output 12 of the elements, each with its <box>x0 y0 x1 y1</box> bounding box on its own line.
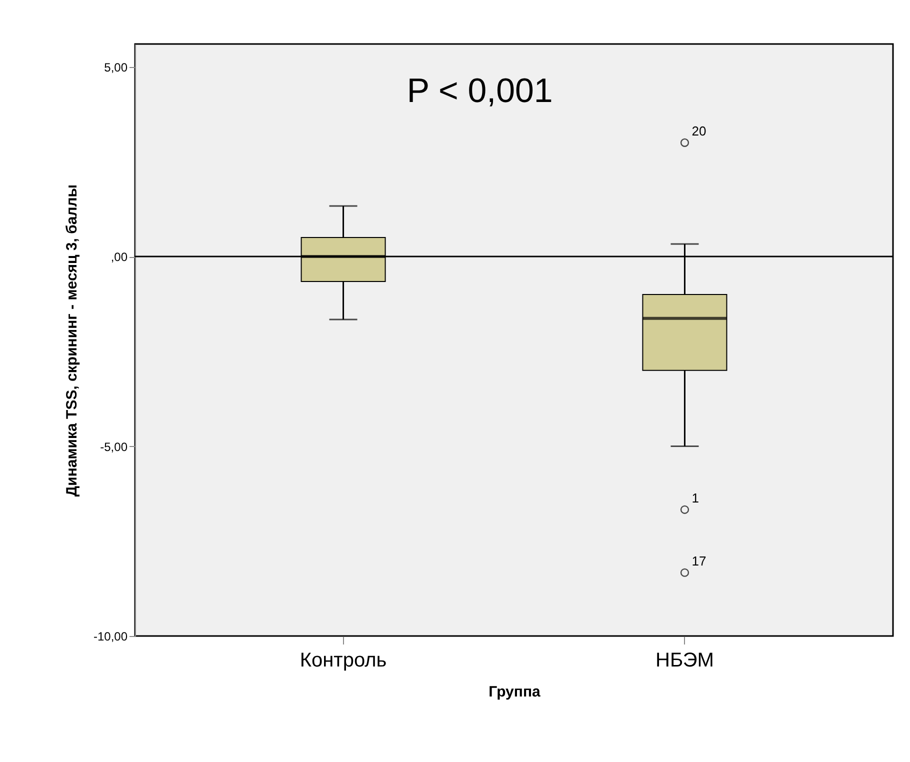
annotation: 1 <box>692 490 699 506</box>
x-axis-title: Группа <box>488 684 542 700</box>
y-axis-title: Динамика TSS, скрининг - месяц 3, баллы <box>63 184 80 497</box>
y-tick-label: 5,00 <box>104 60 128 74</box>
annotation: 17 <box>692 554 706 569</box>
y-tick-label: -10,00 <box>93 630 128 644</box>
y-tick-label: ,00 <box>110 250 128 264</box>
y-tick-label: -5,00 <box>100 440 128 454</box>
annotation: 20 <box>692 124 706 139</box>
x-tick-label: Контроль <box>300 650 387 672</box>
x-tick-label: НБЭМ <box>656 650 714 672</box>
annotation: P < 0,001 <box>406 72 553 110</box>
